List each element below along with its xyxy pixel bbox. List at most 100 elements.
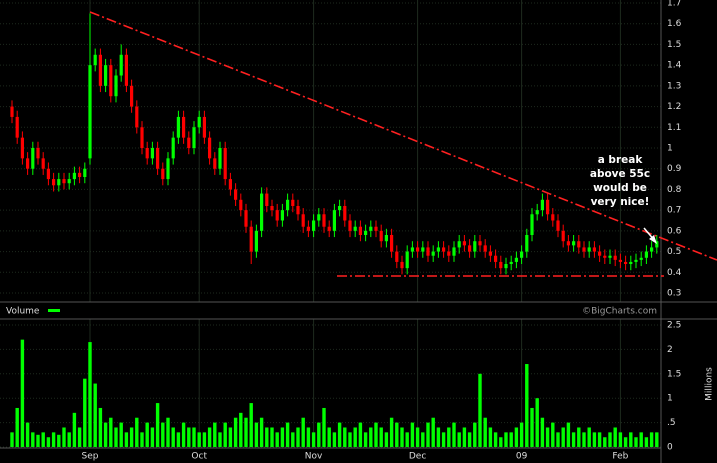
candle-body — [249, 226, 253, 252]
candle-body — [26, 158, 30, 169]
candle-body — [608, 255, 612, 258]
volume-bar — [98, 407, 103, 447]
candle-body — [327, 226, 331, 231]
candle-body — [161, 168, 165, 180]
volume-bar — [259, 417, 264, 447]
arrow-head — [649, 235, 657, 244]
candle-body — [509, 261, 513, 264]
candle-body — [374, 226, 378, 231]
volume-bar — [623, 437, 628, 447]
candle-body — [135, 106, 139, 128]
volume-bar — [129, 427, 134, 447]
candle-body — [280, 210, 284, 221]
volume-bar — [566, 422, 571, 447]
candle-body — [587, 247, 591, 252]
candle-body — [629, 261, 633, 264]
candle-body — [332, 210, 336, 231]
volume-bar — [119, 422, 123, 447]
candle-body — [379, 230, 383, 242]
volume-bar — [301, 417, 305, 447]
y-tick-label: 0.3 — [667, 289, 681, 299]
candle-body — [62, 179, 66, 184]
volume-bar — [447, 427, 451, 447]
volume-bar — [363, 432, 368, 447]
y-tick-label: 0.4 — [667, 268, 682, 278]
candle-body — [202, 116, 206, 138]
volume-bar — [452, 422, 456, 447]
volume-bar — [46, 437, 51, 447]
y-tick-label: 2.5 — [667, 321, 681, 331]
volume-bar — [145, 422, 149, 447]
volume-bar — [410, 422, 415, 447]
volume-bar — [296, 427, 300, 447]
candle-body — [410, 247, 414, 252]
volume-bar — [20, 339, 25, 447]
annotation: a break — [598, 154, 644, 166]
candle-body — [624, 261, 628, 264]
candle-body — [561, 230, 565, 242]
volume-bar — [103, 422, 108, 447]
candle-body — [156, 148, 160, 169]
volume-bar — [202, 432, 207, 447]
volume-bar — [426, 422, 430, 447]
candle-body — [416, 247, 420, 252]
candle-body — [436, 247, 440, 252]
candle-body — [291, 199, 295, 206]
volume-bar — [608, 432, 612, 447]
volume-bar — [597, 432, 602, 447]
marks — [10, 13, 659, 447]
volume-bar — [582, 432, 586, 447]
candle-body — [270, 206, 274, 211]
candle-body — [254, 230, 258, 252]
volume-bar — [618, 432, 623, 447]
volume-bar — [488, 427, 493, 447]
candle-body — [442, 247, 446, 252]
volume-bar — [551, 422, 555, 447]
volume-bar — [374, 422, 378, 447]
candle-body — [540, 199, 544, 211]
candle-body — [395, 251, 399, 262]
candle-body — [88, 65, 92, 159]
candle-body — [286, 199, 290, 211]
candle-body — [499, 261, 503, 269]
candle-body — [520, 251, 524, 258]
volume-bar — [556, 432, 560, 447]
candle-body — [405, 251, 409, 269]
x-tick-label: Oct — [191, 452, 207, 462]
volume-bar — [249, 403, 253, 447]
candle-body — [83, 168, 87, 177]
volume-bar — [457, 432, 461, 447]
candle-body — [431, 251, 435, 256]
candle-body — [265, 193, 269, 206]
candle-body — [457, 241, 461, 248]
volume-bar — [577, 427, 581, 447]
candle-body — [150, 148, 154, 159]
candle-body — [72, 172, 76, 180]
candle-body — [78, 172, 82, 177]
volume-bar — [291, 432, 295, 447]
candle-body — [400, 261, 404, 269]
candle-body — [93, 54, 97, 66]
volume-bar — [327, 427, 331, 447]
volume-bar — [88, 342, 92, 447]
volume-bar — [415, 427, 420, 447]
candle-body — [46, 168, 50, 180]
volume-bar — [436, 427, 441, 447]
candle-body — [301, 214, 305, 227]
candle-body — [98, 54, 102, 86]
volume-bar — [140, 432, 144, 447]
volume-bar — [348, 432, 352, 447]
candle-body — [187, 137, 191, 148]
volume-bar — [181, 422, 186, 447]
x-tick-label: Feb — [612, 452, 628, 462]
volume-bar — [639, 432, 643, 447]
y-tick-label: 0.5 — [667, 247, 681, 257]
candle-body — [171, 137, 175, 159]
volume-bar — [405, 432, 409, 447]
volume-bar — [233, 417, 238, 447]
candle-body — [390, 235, 394, 252]
volume-bar — [285, 422, 290, 447]
candle-body — [572, 241, 576, 246]
